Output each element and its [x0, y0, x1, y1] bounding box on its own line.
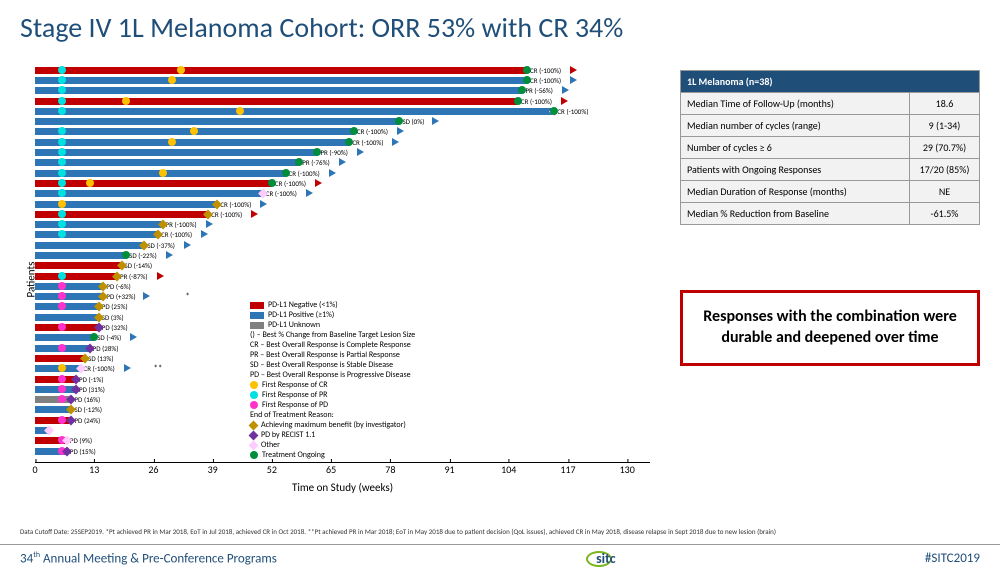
patient-bar: CR (-100%): [35, 106, 650, 116]
patient-bar: PR (-90%): [35, 147, 650, 157]
patient-bar: CR (-100%): [35, 189, 650, 199]
table-row: Median Duration of Response (months)NE: [681, 181, 980, 203]
patient-bar: CR (-100%): [35, 199, 650, 209]
callout-box: Responses with the combination were dura…: [680, 290, 980, 366]
patient-bar: CR (-100%): [35, 230, 650, 240]
chart-legend: PD-L1 Negative (<1%)PD-L1 Positive (≥1%)…: [250, 300, 415, 460]
patient-bar: CR (-100%): [35, 75, 650, 85]
x-axis-label: Time on Study (weeks): [292, 481, 393, 494]
main-content: Patients CR (-100%)CR (-100%)PR (-56%)CR…: [0, 50, 1000, 520]
table-header: 1L Melanoma (n=38): [681, 71, 980, 93]
patient-bar: SD (0%): [35, 116, 650, 126]
x-axis: Time on Study (weeks) 013263952657891104…: [35, 462, 650, 480]
table-row: Median Time of Follow-Up (months)18.6: [681, 93, 980, 115]
patient-bar: PR (-100%): [35, 219, 650, 229]
patient-bar: SD (-14%): [35, 261, 650, 271]
footer-hashtag: #SITC2019: [925, 551, 980, 566]
table-row: Median number of cycles (range)9 (1-34): [681, 115, 980, 137]
patient-bar: CR (-100%): [35, 65, 650, 75]
patient-bar: SD (-22%): [35, 250, 650, 260]
patient-bar: CR (-100%): [35, 96, 650, 106]
patient-bar: CR (-100%): [35, 209, 650, 219]
sitc-logo: sitc: [586, 550, 616, 567]
patient-bar: PR (-76%): [35, 158, 650, 168]
table-row: Median % Reduction from Baseline-61.5%: [681, 203, 980, 225]
footer: 34th Annual Meeting & Pre-Conference Pro…: [0, 544, 1000, 572]
page-title: Stage IV 1L Melanoma Cohort: ORR 53% wit…: [0, 0, 1000, 50]
patient-bar: CR (-100%): [35, 178, 650, 188]
patient-bar: CR (-100%): [35, 127, 650, 137]
summary-table: 1L Melanoma (n=38) Median Time of Follow…: [680, 70, 980, 225]
data-cutoff-footnote: Data Cutoff Date: 25SEP2019. *Pt achieve…: [20, 527, 980, 536]
patient-bar: CR (-100%): [35, 137, 650, 147]
footer-meeting-name: 34th Annual Meeting & Pre-Conference Pro…: [20, 550, 277, 566]
patient-bar: PD (-6%): [35, 281, 650, 291]
table-row: Number of cycles ≥ 629 (70.7%): [681, 137, 980, 159]
patient-bar: SD (-37%): [35, 240, 650, 250]
patient-bar: PR (-87%): [35, 271, 650, 281]
patient-bar: PR (-56%): [35, 86, 650, 96]
table-row: Patients with Ongoing Responses17/20 (85…: [681, 159, 980, 181]
patient-bar: CR (-100%): [35, 168, 650, 178]
